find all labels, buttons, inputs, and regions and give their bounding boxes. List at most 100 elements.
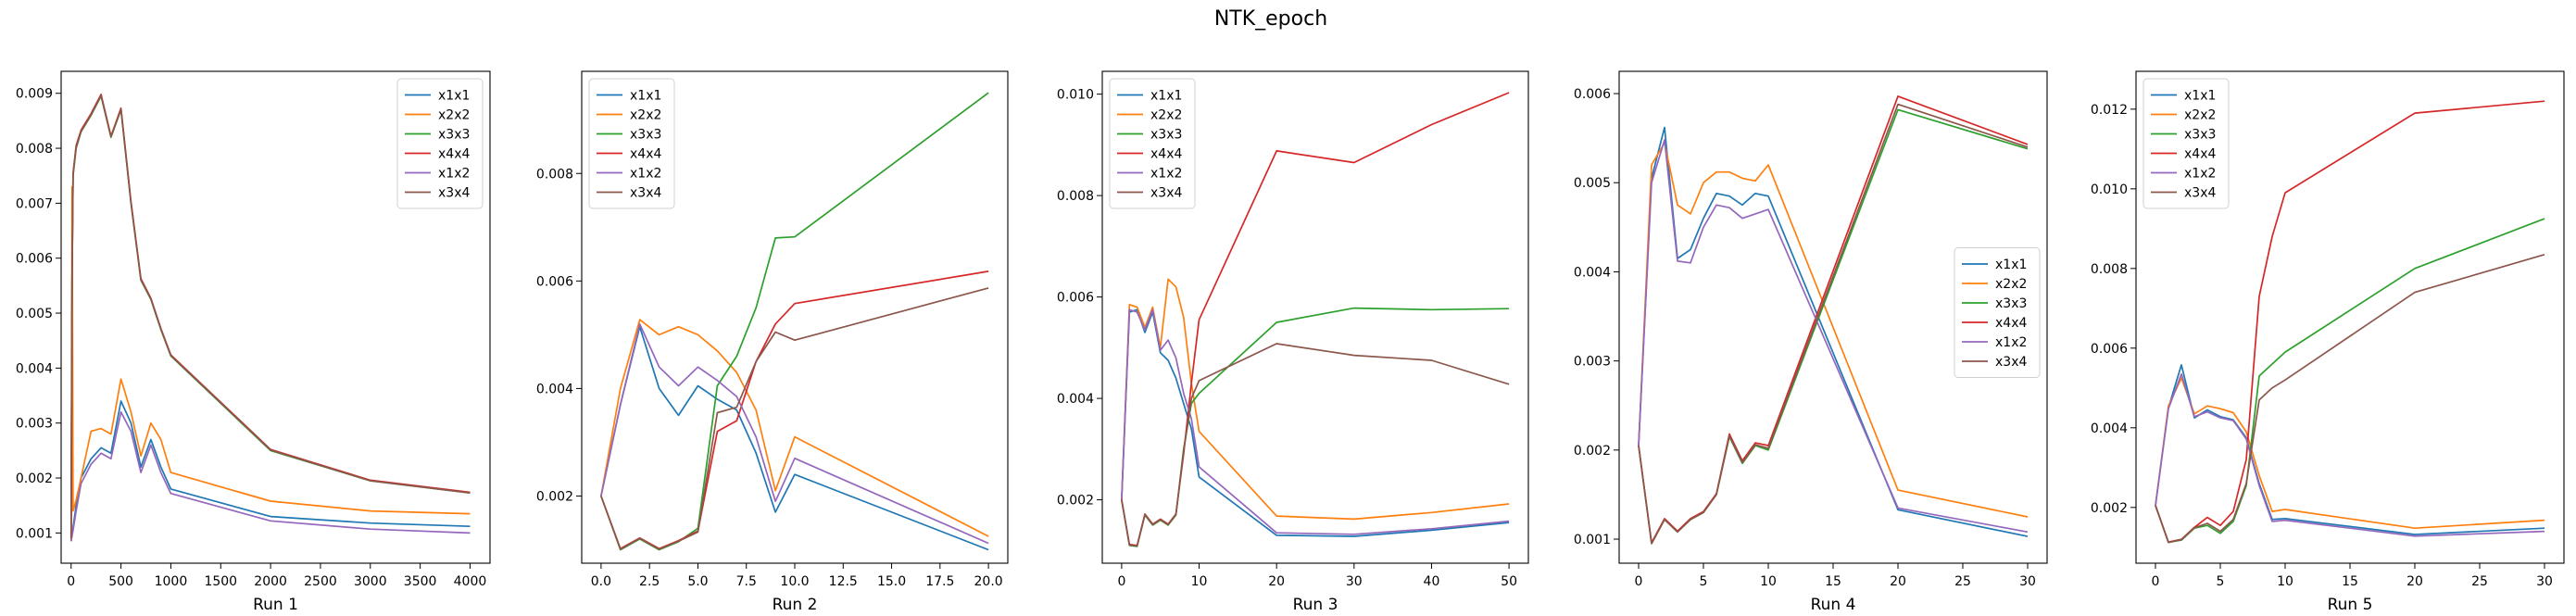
series-line-x1x2	[600, 322, 989, 545]
legend-box	[1954, 247, 2041, 378]
x-tick-label: 0	[1117, 574, 1125, 589]
x-tick-label: 500	[108, 574, 133, 589]
x-tick-label: 30	[1346, 574, 1363, 589]
x-axis-label: Run 3	[1293, 596, 1338, 614]
legend-box	[396, 78, 484, 209]
x-tick-label: 3000	[354, 574, 387, 589]
series-line-x1x2	[1121, 308, 1510, 535]
x-tick-label: 15	[2342, 574, 2358, 589]
x-axis-label: Run 5	[2328, 596, 2373, 614]
x-tick-label: 25	[1954, 574, 1971, 589]
x-tick-label: 0	[1635, 574, 1643, 589]
legend-label-x3x4: x3x4	[1150, 186, 1182, 201]
y-tick-label: 0.012	[2091, 103, 2128, 118]
y-tick-label: 0.007	[16, 196, 53, 211]
y-tick-label: 0.008	[2091, 262, 2128, 277]
x-tick-label: 15.0	[877, 574, 906, 589]
legend-label-x1x1: x1x1	[438, 89, 470, 104]
legend: x1x1 x2x2 x3x3 x4x4 x1x2 x3x4	[588, 78, 675, 209]
x-tick-label: 10.0	[780, 574, 809, 589]
legend-label-x2x2: x2x2	[438, 108, 470, 123]
legend-box	[588, 78, 675, 209]
series-line-x2x2	[600, 319, 989, 537]
x-tick-label: 30	[2019, 574, 2036, 589]
legend: x1x1 x2x2 x3x3 x4x4 x1x2 x3x4	[2142, 78, 2230, 209]
x-tick-label: 40	[1424, 574, 1440, 589]
legend-label-x2x2: x2x2	[2184, 108, 2216, 123]
y-tick-label: 0.009	[16, 87, 53, 102]
legend-label-x1x1: x1x1	[1150, 89, 1182, 104]
legend-label-x3x4: x3x4	[630, 186, 661, 201]
legend-label-x1x1: x1x1	[630, 89, 661, 104]
y-tick-label: 0.008	[16, 142, 53, 157]
x-tick-label: 0	[2152, 574, 2160, 589]
legend: x1x1 x2x2 x3x3 x4x4 x1x2 x3x4	[1954, 247, 2041, 378]
y-tick-label: 0.006	[2091, 342, 2128, 357]
legend-label-x3x3: x3x3	[630, 128, 661, 143]
legend-label-x3x4: x3x4	[438, 186, 470, 201]
series-lines	[600, 92, 989, 551]
x-tick-label: 20	[1268, 574, 1285, 589]
legend-label-x3x3: x3x3	[438, 128, 470, 143]
y-tick-label: 0.004	[1057, 392, 1094, 407]
y-tick-label: 0.004	[2091, 421, 2128, 436]
x-tick-label: 2000	[254, 574, 287, 589]
series-line-x2x2	[69, 185, 471, 542]
series-lines	[2155, 100, 2545, 544]
legend-label-x3x4: x3x4	[1995, 355, 2027, 370]
y-tick-label: 0.006	[16, 252, 53, 267]
legend-label-x4x4: x4x4	[1150, 147, 1182, 162]
subplot-4: 0 5 10 15 20 25 30 0.001 0.002 0.003 0.004 0.005 0.0…	[1574, 70, 2048, 614]
x-tick-label: 25	[2471, 574, 2488, 589]
x-axis-label: Run 2	[773, 596, 818, 614]
legend-label-x4x4: x4x4	[1995, 316, 2027, 331]
legend-label-x2x2: x2x2	[1150, 108, 1182, 123]
legend-label-x4x4: x4x4	[2184, 147, 2216, 162]
y-tick-label: 0.005	[1574, 176, 1611, 191]
y-tick-label: 0.010	[1057, 88, 1094, 103]
x-tick-label: 5	[2217, 574, 2225, 589]
axes-frame	[2135, 70, 2565, 564]
y-tick-label: 0.004	[536, 382, 573, 396]
subplot-5: 0 5 10 15 20 25 30 0.002 0.004 0.006 0.008 0.010 0.0…	[2091, 70, 2565, 614]
subplots: 0 500 1000 1500 2000 2500 3000 3500 40000.0010.0…	[16, 70, 2565, 614]
y-tick-label: 0.004	[1574, 265, 1611, 280]
x-tick-label: 10	[1760, 574, 1777, 589]
axes-frame	[1618, 70, 2048, 564]
y-tick-label: 0.008	[536, 167, 573, 182]
legend-label-x1x2: x1x2	[438, 167, 470, 182]
y-tick-label: 0.008	[1057, 189, 1094, 204]
x-tick-label: 30	[2536, 574, 2553, 589]
series-line-x2x2	[2155, 377, 2545, 530]
x-tick-label: 5.0	[687, 574, 708, 589]
legend-label-x4x4: x4x4	[438, 147, 470, 162]
y-tick-label: 0.002	[16, 471, 53, 486]
series-line-x1x1	[2155, 364, 2545, 535]
series-line-x1x2	[2155, 372, 2545, 537]
y-tick-label: 0.003	[1574, 355, 1611, 370]
y-tick-label: 0.002	[2091, 501, 2128, 516]
x-axis-label: Run 4	[1811, 596, 1856, 614]
y-tick-label: 0.002	[1057, 494, 1094, 509]
x-tick-label: 3500	[404, 574, 437, 589]
x-tick-label: 20	[1890, 574, 1906, 589]
x-tick-label: 12.5	[829, 574, 858, 589]
legend-label-x4x4: x4x4	[630, 147, 661, 162]
legend-label-x1x2: x1x2	[2184, 167, 2216, 182]
x-tick-label: 7.5	[736, 574, 757, 589]
axes-frame	[1101, 70, 1529, 564]
series-lines	[1638, 95, 2029, 545]
series-line-x3x4	[600, 287, 989, 550]
x-tick-label: 2.5	[639, 574, 660, 589]
legend-label-x1x2: x1x2	[630, 167, 661, 182]
x-tick-label: 1500	[204, 574, 237, 589]
series-line-x1x2	[69, 410, 471, 542]
series-lines	[69, 94, 471, 542]
y-tick-label: 0.001	[1574, 533, 1611, 547]
x-tick-label: 10	[1191, 574, 1208, 589]
axes-frame	[581, 70, 1009, 564]
x-tick-label: 5	[1700, 574, 1708, 589]
legend-label-x3x4: x3x4	[2184, 186, 2216, 201]
x-tick-label: 20	[2406, 574, 2423, 589]
